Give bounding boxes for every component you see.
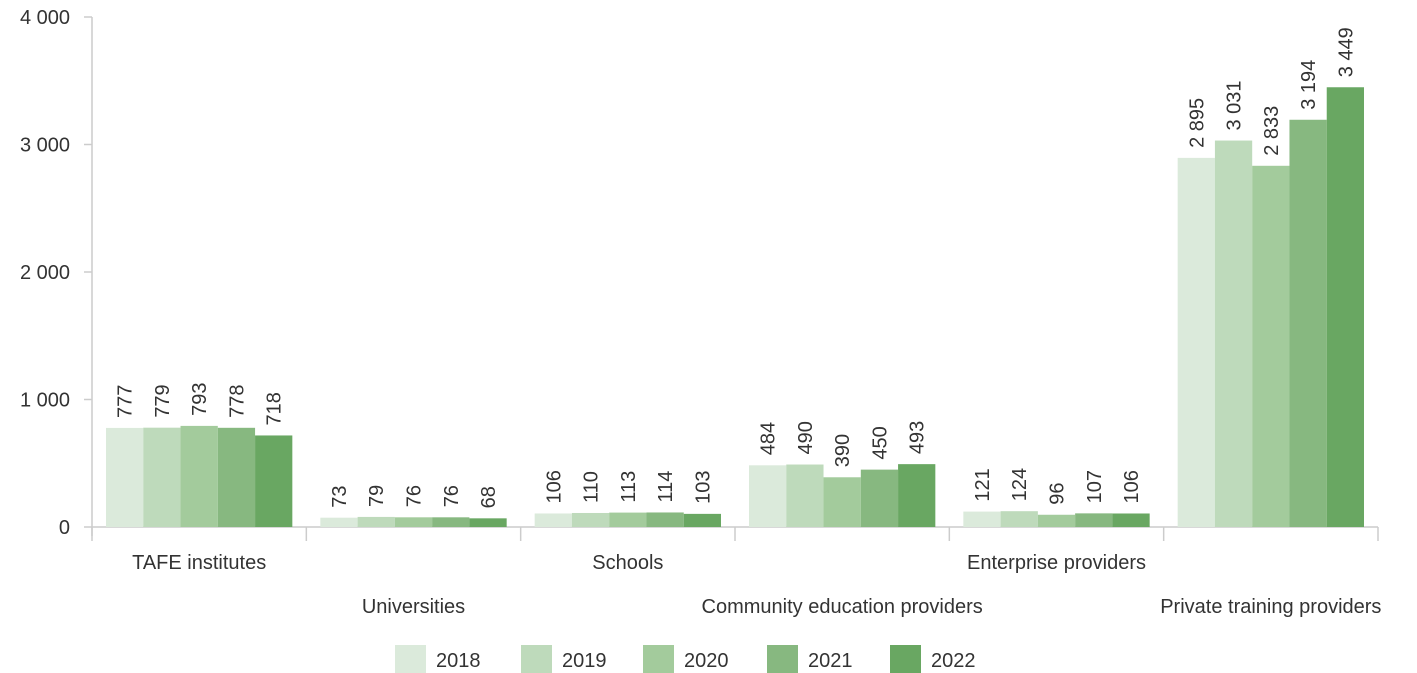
bar-value-label: 2 895	[1186, 98, 1208, 148]
bar-value-label: 73	[329, 485, 351, 507]
bar	[609, 512, 647, 527]
bar	[823, 477, 861, 527]
bar	[1214, 140, 1253, 528]
x-tick-label: Universities	[362, 596, 465, 618]
bar-value-label: 484	[758, 422, 780, 455]
bar	[786, 464, 824, 527]
bar-value-label: 76	[404, 485, 426, 507]
bar-value-label: 390	[832, 434, 854, 467]
bar-value-label: 68	[478, 486, 500, 508]
bar-value-label: 778	[226, 384, 248, 417]
bar-value-label: 3 194	[1298, 60, 1320, 110]
bar	[646, 512, 684, 527]
bar-value-label: 76	[441, 485, 463, 507]
x-tick-label: Private training providers	[1160, 596, 1381, 618]
bar	[180, 425, 218, 527]
bar	[1112, 513, 1150, 527]
bar	[394, 517, 433, 527]
y-tick-label: 2 000	[20, 262, 70, 284]
bar-value-label: 779	[152, 384, 174, 417]
legend-label: 2018	[436, 650, 481, 672]
legend-swatch	[395, 645, 426, 673]
x-tick-label: Enterprise providers	[967, 552, 1146, 574]
bar	[1037, 514, 1076, 527]
bar	[1252, 165, 1290, 528]
bar-value-label: 106	[1121, 470, 1143, 503]
x-tick-label: TAFE institutes	[132, 552, 266, 574]
legend-label: 2019	[562, 650, 607, 672]
bar-value-label: 718	[264, 392, 286, 425]
bar	[432, 517, 470, 527]
legend-swatch	[521, 645, 552, 673]
bar-value-label: 107	[1084, 470, 1106, 503]
bar	[534, 513, 572, 527]
bar	[1177, 157, 1215, 527]
bar-value-label: 96	[1047, 483, 1069, 505]
bars	[106, 87, 1364, 528]
bar	[320, 517, 358, 527]
bar	[1289, 119, 1327, 527]
y-tick-label: 0	[59, 517, 70, 539]
y-tick-label: 1 000	[20, 390, 70, 412]
legend-label: 2021	[808, 650, 853, 672]
bar	[860, 469, 899, 527]
bar	[683, 513, 721, 527]
bar-value-label: 79	[366, 485, 388, 507]
bar-value-label: 493	[907, 421, 929, 454]
bar	[357, 516, 395, 527]
legend-label: 2022	[931, 650, 976, 672]
bar	[1075, 513, 1113, 527]
bar	[571, 512, 610, 527]
bar-value-label: 793	[189, 383, 211, 416]
bar	[106, 427, 144, 527]
bar-value-label: 106	[543, 470, 565, 503]
bar-value-label: 121	[972, 468, 994, 501]
x-tick-label: Community education providers	[702, 596, 983, 618]
bar-value-label: 110	[581, 471, 603, 503]
bar	[749, 465, 787, 527]
bar-value-label: 113	[618, 471, 640, 503]
legend-label: 2020	[684, 650, 729, 672]
bar-value-label: 124	[1009, 468, 1031, 501]
bar-value-label: 3 449	[1335, 27, 1357, 77]
legend-swatch	[890, 645, 921, 673]
bar-value-label: 3 031	[1224, 80, 1246, 130]
legend-swatch	[643, 645, 674, 673]
bar	[963, 511, 1001, 527]
bar-value-label: 777	[115, 385, 137, 418]
bar	[1000, 511, 1038, 527]
bar-value-label: 450	[869, 426, 891, 459]
bar-value-label: 103	[692, 470, 714, 503]
bar-value-label: 114	[655, 471, 677, 503]
y-axis: 0 1 000 2 000 3 000 4 000	[20, 7, 93, 539]
bar	[1326, 87, 1364, 527]
bar-value-label: 2 833	[1261, 106, 1283, 156]
y-tick-label: 3 000	[20, 135, 70, 157]
legend: 2018 2019 2020 2021 2022	[395, 645, 976, 673]
bar	[469, 518, 507, 527]
bar	[898, 464, 936, 527]
bar	[217, 427, 256, 527]
value-labels: 777 73 106 484 121 2 895 779 79 110 490 124 3 031 79…	[115, 27, 1358, 508]
y-tick-label: 4 000	[20, 7, 70, 29]
x-tick-label: Schools	[592, 552, 663, 574]
x-axis: TAFE institutes Universities Schools Commun…	[91, 526, 1381, 618]
bar-value-label: 490	[795, 421, 817, 454]
bar	[143, 427, 181, 527]
bar	[255, 435, 293, 527]
legend-swatch	[767, 645, 798, 673]
